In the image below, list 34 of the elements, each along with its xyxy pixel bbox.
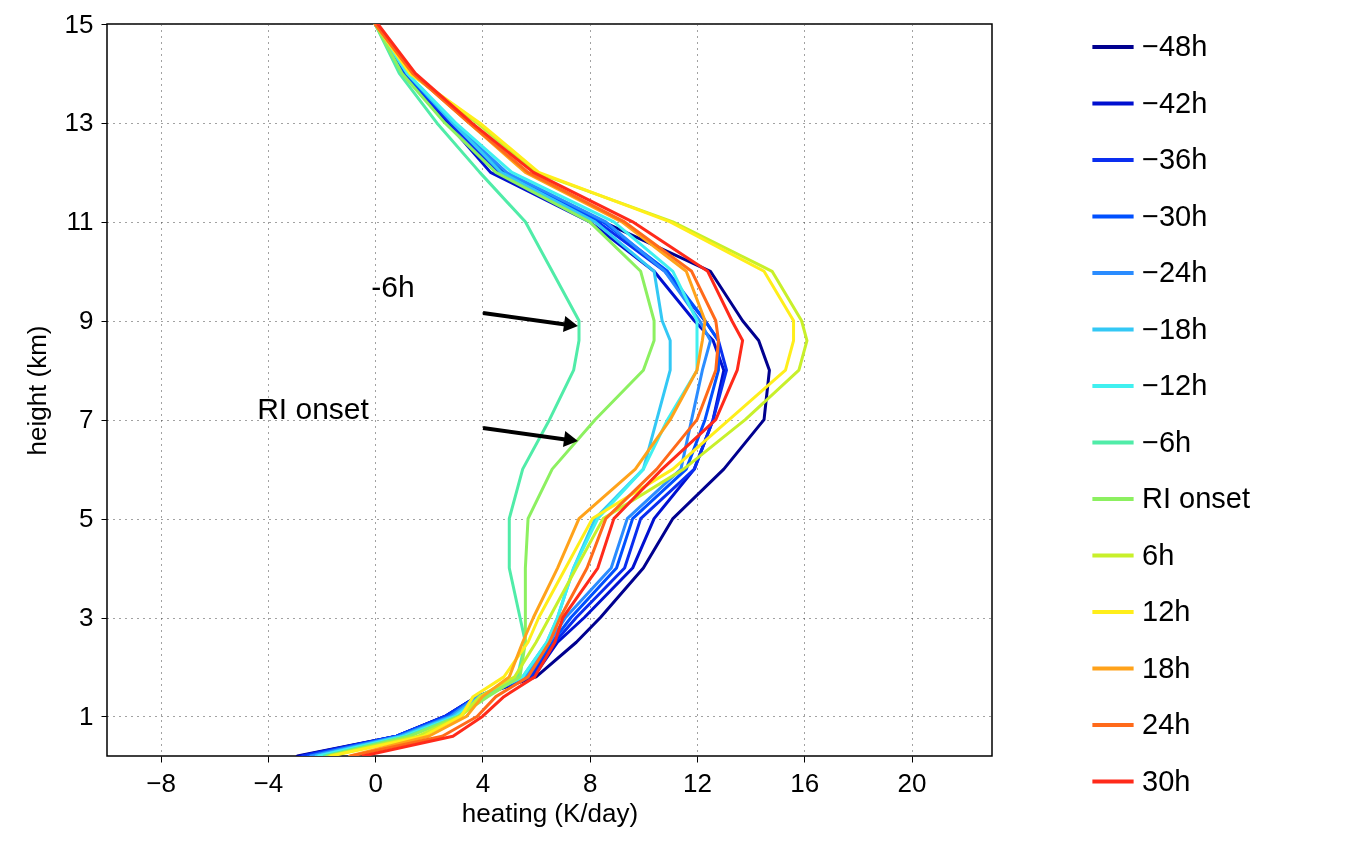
annotation: -6h — [371, 270, 415, 303]
legend-label: −12h — [1142, 369, 1208, 401]
legend-label: −24h — [1142, 256, 1208, 288]
legend-label: 30h — [1142, 764, 1191, 797]
y-axis-title: height (km) — [21, 325, 52, 456]
y-tick-label: 5 — [79, 503, 94, 534]
x-tick-label: 0 — [368, 767, 383, 798]
legend-label: −36h — [1142, 143, 1208, 175]
legend-label: −42h — [1142, 86, 1208, 119]
x-axis-title: heating (K/day) — [461, 797, 639, 828]
legend-label: 12h — [1142, 595, 1191, 627]
x-tick-label: 16 — [790, 767, 820, 798]
x-tick-label: −8 — [146, 767, 176, 798]
y-tick-label: 13 — [64, 107, 94, 138]
legend-label: RI onset — [1142, 482, 1250, 514]
y-tick-label: 11 — [66, 206, 94, 237]
y-tick-label: 1 — [79, 700, 94, 731]
legend-label: 18h — [1142, 651, 1191, 684]
legend-label: 6h — [1142, 538, 1175, 571]
legend-label: 24h — [1142, 708, 1191, 740]
legend-label: −30h — [1142, 199, 1208, 232]
legend-label: −6h — [1142, 425, 1192, 458]
x-tick-label: 12 — [683, 767, 712, 798]
legend-label: −18h — [1142, 312, 1208, 345]
x-tick-label: 20 — [897, 767, 927, 798]
y-tick-label: 3 — [79, 602, 94, 633]
x-tick-label: 8 — [582, 767, 598, 798]
legend-label: −48h — [1142, 30, 1208, 62]
x-tick-label: 4 — [475, 767, 491, 798]
y-tick-label: 9 — [79, 305, 94, 336]
annotation: RI onset — [257, 392, 370, 425]
x-tick-label: −4 — [253, 767, 284, 798]
y-tick-label: 15 — [64, 8, 94, 39]
y-tick-label: 7 — [79, 404, 94, 435]
